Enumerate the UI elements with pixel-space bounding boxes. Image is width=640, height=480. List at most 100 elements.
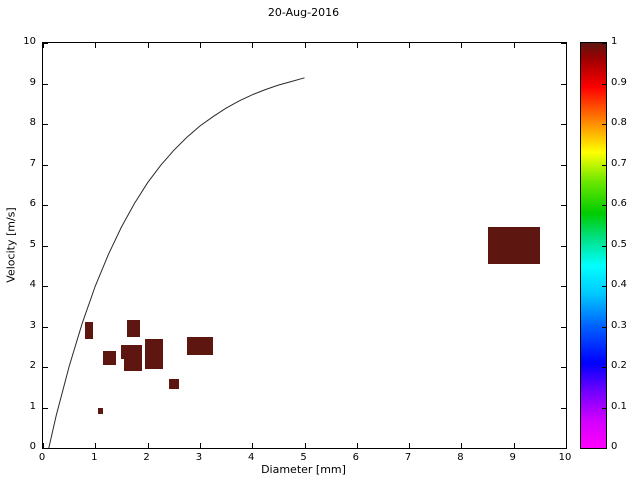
y-axis-tick-label: 6 [29,198,36,209]
y-axis-tick [561,448,566,449]
colorbar-tick [602,367,606,368]
y-axis-tick-label: 1 [29,400,36,412]
x-axis-tick [461,443,463,448]
y-axis-tick-label: 2 [29,360,36,371]
y-axis-tick [43,448,48,449]
x-axis-tick [199,43,201,48]
y-axis-tick-label: 3 [29,319,36,331]
x-axis-tick [566,43,567,48]
y-axis-tick-label: 9 [29,76,36,88]
terminal-velocity-curve [48,77,305,448]
y-axis-tick [43,367,48,368]
data-cell [97,407,104,414]
x-axis-label: Diameter [mm] [261,463,346,476]
colorbar [580,42,607,449]
x-axis-tick [304,43,306,48]
y-axis-tick-label: 4 [29,279,36,290]
chart-title: 20-Aug-2016 [267,6,340,19]
x-axis-tick-label: 1 [91,452,98,463]
x-axis-tick-label: 3 [195,452,203,463]
x-axis-tick-label: 0 [38,452,46,463]
x-axis-tick [43,43,44,48]
data-cell [103,350,117,365]
x-axis-tick [199,443,201,448]
y-axis-tick-label: 8 [29,117,36,128]
x-axis-tick [252,43,254,48]
colorbar-tick [602,205,606,206]
colorbar-tick [602,407,606,409]
colorbar-tick-label: 0.8 [611,117,627,128]
x-axis-tick [513,443,515,448]
y-axis-tick [561,43,566,44]
y-axis-tick [561,245,566,247]
colorbar-tick-label: 0.6 [611,198,627,209]
y-axis-tick [43,124,48,125]
colorbar-tick [602,83,606,85]
x-axis-tick [566,443,567,448]
colorbar-tick-label: 0.2 [611,360,627,371]
y-axis-tick [43,245,48,247]
y-axis-tick [43,43,48,44]
y-axis-tick-label: 5 [29,238,36,250]
y-axis-tick [43,164,48,166]
y-axis-tick [43,205,48,206]
x-axis-tick-label: 8 [457,452,464,463]
x-axis-tick [304,443,306,448]
colorbar-tick-label: 1 [611,36,618,47]
y-axis-tick [43,286,48,287]
colorbar-tick [602,245,606,247]
y-axis-tick [561,164,566,166]
x-axis-tick-label: 6 [352,452,359,463]
x-axis-tick-label: 9 [509,452,516,463]
y-axis-tick [561,83,566,85]
y-axis-tick [561,367,566,368]
data-cell [487,227,540,264]
colorbar-tick-label: 0.9 [611,76,627,88]
data-cell [144,358,164,370]
x-axis-tick [147,443,149,448]
plot-area [42,42,567,449]
y-axis-tick-label: 0 [29,441,36,452]
x-axis-tick [356,443,358,448]
x-axis-tick [513,43,515,48]
y-axis-tick [561,286,566,287]
y-axis-label: Velocity [m/s] [4,207,18,283]
data-cell [124,358,143,372]
y-axis-tick [43,83,48,85]
x-axis-tick [43,443,44,448]
x-axis-tick [95,43,97,48]
y-axis-tick-label: 10 [23,36,36,47]
x-axis-tick-label: 5 [300,452,307,463]
x-axis-tick [147,43,149,48]
x-axis-tick [409,43,411,48]
colorbar-tick-label: 0.4 [611,279,627,290]
data-cell [84,322,93,339]
colorbar-tick [602,124,606,125]
x-axis-tick-label: 2 [143,452,150,463]
y-axis-tick [561,205,566,206]
colorbar-tick [602,326,606,328]
y-axis-tick [43,326,48,328]
colorbar-tick [602,286,606,287]
colorbar-tick-label: 0.1 [611,400,627,412]
x-axis-tick [95,443,97,448]
colorbar-tick [602,448,606,449]
colorbar-tick-label: 0 [611,441,618,452]
y-axis-tick [561,124,566,125]
colorbar-tick-label: 0.5 [611,238,627,250]
colorbar-tick [602,164,606,166]
colorbar-tick-label: 0.7 [611,157,627,169]
x-axis-tick [409,443,411,448]
colorbar-tick [602,43,606,44]
x-axis-tick [461,43,463,48]
x-axis-tick-label: 7 [404,452,412,463]
x-axis-tick [252,443,254,448]
x-axis-tick [356,43,358,48]
colorbar-tick-label: 0.3 [611,319,627,331]
y-axis-tick [561,326,566,328]
y-axis-tick [561,407,566,409]
x-axis-tick-label: 10 [558,452,572,463]
data-cell [121,344,143,359]
data-cell [168,379,179,390]
